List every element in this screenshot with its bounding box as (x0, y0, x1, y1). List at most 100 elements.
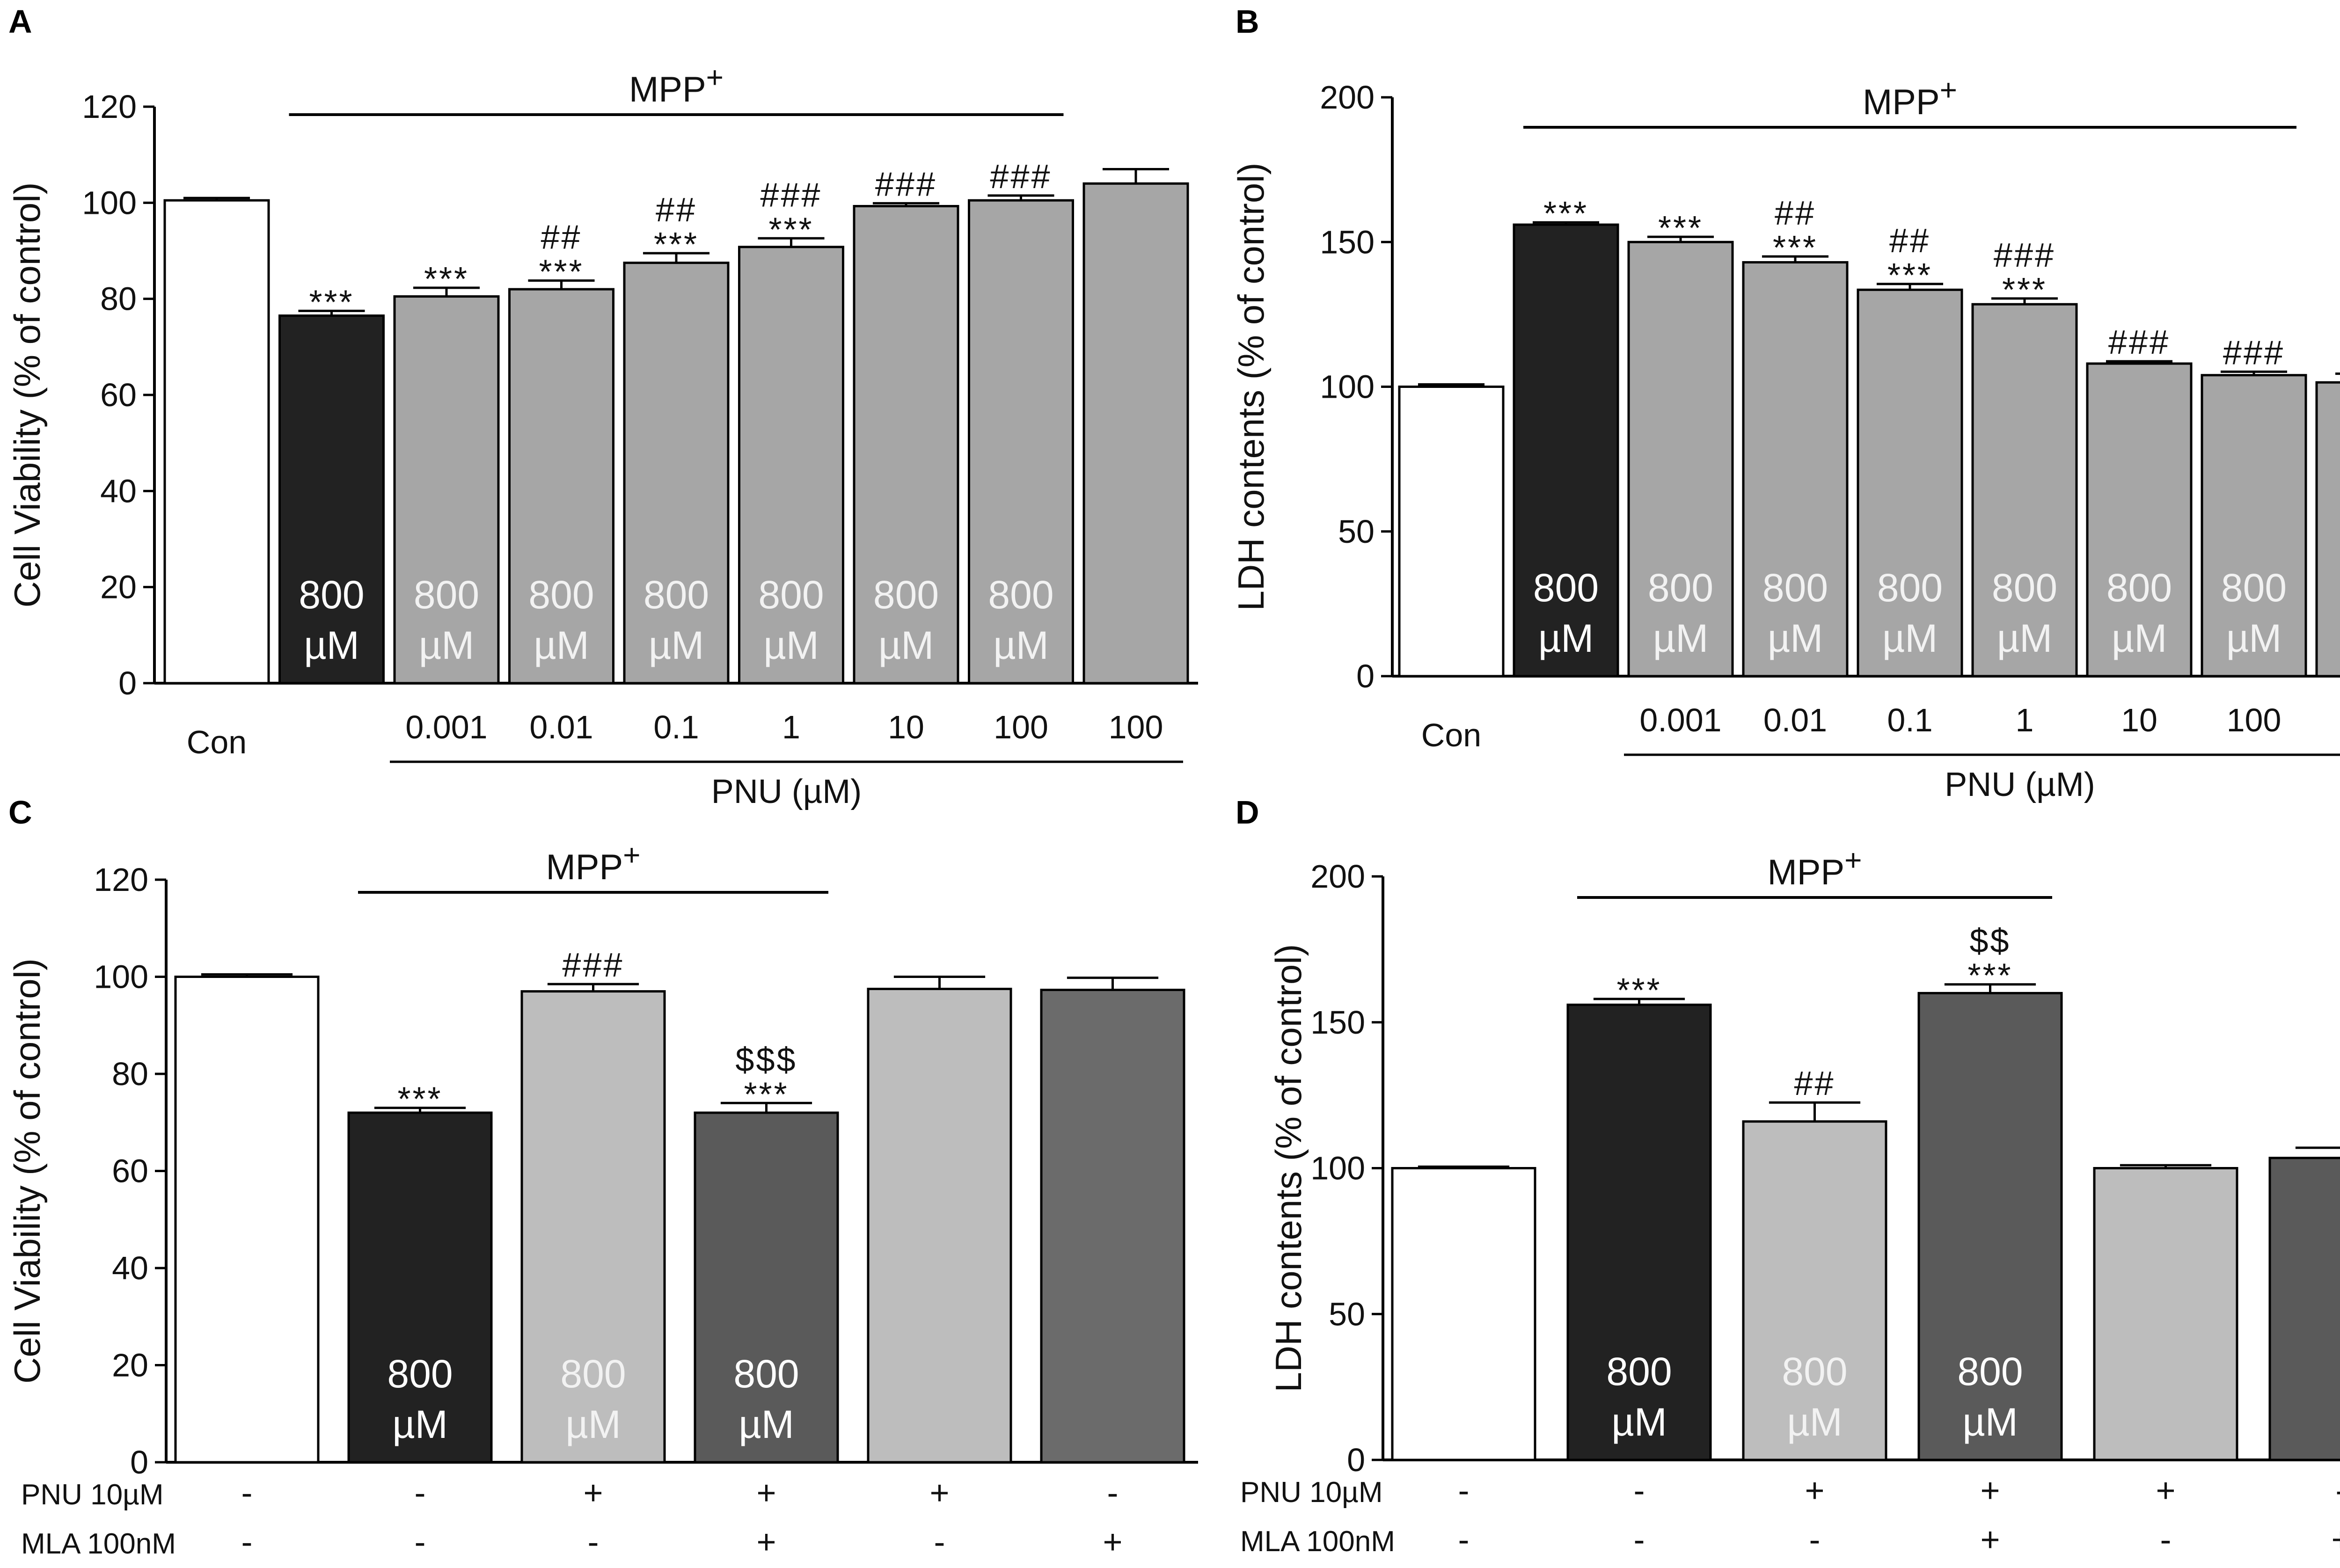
b-bar-dose-unit: µM (1882, 616, 1938, 660)
a-x-tick-label: 100 (1109, 709, 1163, 745)
a-bar (393, 295, 500, 685)
d-treatment-sign: - (2336, 1472, 2340, 1510)
b-significance-hash: ### (2223, 334, 2285, 372)
a-x-tick-label: 0.001 (405, 709, 487, 745)
a-y-tick-label: 100 (82, 184, 137, 221)
panel-letter-d: D (1236, 794, 1259, 831)
a-bar-dose-value: 800 (299, 573, 364, 617)
b-bar-dose-value: 800 (1762, 566, 1828, 610)
c-treatment-sign: - (934, 1524, 945, 1561)
b-bar (1971, 303, 2078, 678)
panel-a-chart: 0 20 40 60 80 100 120 Cell Viability (% of cont… (7, 60, 1198, 810)
b-bar-dose-value: 800 (2221, 566, 2287, 610)
a-bar-dose-value: 800 (644, 573, 709, 617)
panel-letter-a: A (8, 3, 32, 40)
b-bar-dose-unit: µM (2226, 616, 2282, 660)
panel-b-chart: 0 50 100 150 200 LDH contents (% of control) 8… (1230, 73, 2340, 803)
a-significance-hash: ### (875, 166, 937, 203)
c-significance-stars: *** (397, 1081, 442, 1118)
d-treatment-sign: - (1809, 1521, 1821, 1559)
d-bar-dose-value: 800 (1606, 1349, 1672, 1393)
b-significance-hash: ## (1775, 195, 1816, 232)
d-treatment-row-label: PNU 10µM (1240, 1476, 1382, 1509)
c-bar (520, 990, 666, 1464)
b-bar-dose-value: 800 (1992, 566, 2057, 610)
d-treatment-sign: + (2156, 1472, 2175, 1510)
d-treatment-sign: - (1634, 1521, 1645, 1559)
b-bar (1398, 386, 1505, 678)
a-y-axis-label: Cell Viability (% of control) (7, 182, 48, 608)
d-bar-dose-unit: µM (1787, 1400, 1842, 1444)
d-treatment-sign: + (2331, 1521, 2340, 1559)
d-bar-dose-unit: µM (1611, 1400, 1667, 1444)
a-bar-dose-unit: µM (993, 623, 1048, 667)
b-significance-hash: ## (1889, 222, 1930, 260)
panel-d-chart: 0 50 100 150 200 LDH contents (% of control) 8… (1240, 843, 2340, 1559)
d-bar-dose-value: 800 (1782, 1349, 1847, 1393)
c-treatment-sign: + (756, 1474, 776, 1512)
b-significance-stars: *** (1543, 195, 1588, 233)
a-y-tick-label: 40 (100, 473, 137, 509)
a-bar (738, 246, 844, 685)
b-x-tick-label: 0.1 (1887, 702, 1932, 738)
b-y-tick-label: 0 (1356, 658, 1375, 694)
c-mpp-label: MPP+ (546, 838, 640, 887)
a-bar-dose-value: 800 (414, 573, 479, 617)
c-bar-dose-unit: µM (392, 1402, 447, 1446)
a-x-tick-label: 10 (888, 709, 924, 745)
c-bar-dose-unit: µM (739, 1402, 794, 1446)
a-x-tick-label: 0.01 (529, 709, 593, 745)
a-bar-dose-unit: µM (419, 623, 474, 667)
a-bar-dose-unit: µM (304, 623, 359, 667)
b-significance-stars: *** (1773, 229, 1818, 267)
a-significance-stars: *** (309, 284, 354, 321)
c-significance-stars: *** (744, 1076, 789, 1113)
a-bar (968, 199, 1074, 685)
b-significance-stars: *** (1887, 257, 1932, 294)
panel-c-chart: 0 20 40 60 80 100 120 Cell Viability (% of cont… (7, 838, 1198, 1561)
a-significance-hash: ## (541, 219, 582, 256)
a-y-tick-label: 80 (100, 281, 137, 317)
a-x-tick-label: 100 (994, 709, 1048, 745)
c-bar (174, 976, 320, 1464)
c-y-tick-label: 40 (112, 1250, 148, 1286)
d-significance-dollar: $$ (1969, 923, 2011, 960)
a-significance-hash: ### (990, 158, 1052, 196)
b-y-tick-label: 200 (1320, 79, 1375, 116)
a-x-axis-label: PNU (µM) (711, 773, 862, 810)
c-bar (1040, 989, 1185, 1464)
b-bar-dose-unit: µM (1653, 616, 1708, 660)
c-y-tick-label: 80 (112, 1056, 148, 1092)
a-bar (278, 314, 385, 685)
b-y-tick-label: 150 (1320, 224, 1375, 260)
b-bar-dose-unit: µM (1538, 616, 1594, 660)
b-x-tick-label: Con (1421, 717, 1481, 753)
b-significance-hash: ### (1994, 237, 2055, 274)
a-significance-stars: *** (768, 211, 813, 248)
a-significance-stars: *** (424, 261, 469, 298)
a-bar-dose-unit: µM (534, 623, 589, 667)
b-bar-dose-unit: µM (2112, 616, 2167, 660)
d-treatment-sign: + (1980, 1521, 2000, 1559)
panel-letter-b: B (1236, 3, 1259, 40)
d-treatment-sign: - (2160, 1521, 2172, 1559)
c-treatment-sign: + (756, 1524, 776, 1561)
d-y-tick-label: 200 (1310, 858, 1365, 895)
b-y-tick-label: 50 (1338, 513, 1375, 550)
panel-letter-c: C (8, 794, 32, 831)
b-bar-dose-unit: µM (1997, 616, 2052, 660)
b-bar-dose-value: 800 (2106, 566, 2172, 610)
b-bar (2201, 374, 2307, 678)
b-significance-stars: *** (2002, 271, 2047, 309)
a-bar (1082, 182, 1189, 685)
c-y-tick-label: 100 (94, 959, 148, 995)
d-bar (1917, 992, 2063, 1461)
a-significance-stars: *** (539, 254, 584, 291)
a-y-tick-label: 0 (118, 665, 137, 701)
b-significance-hash: ### (2108, 324, 2170, 361)
d-y-tick-label: 100 (1310, 1150, 1365, 1187)
a-y-tick-label: 20 (100, 569, 137, 605)
d-bar-dose-unit: µM (1962, 1400, 2018, 1444)
b-bar-dose-value: 800 (1648, 566, 1713, 610)
d-mpp-label: MPP+ (1767, 843, 1862, 892)
